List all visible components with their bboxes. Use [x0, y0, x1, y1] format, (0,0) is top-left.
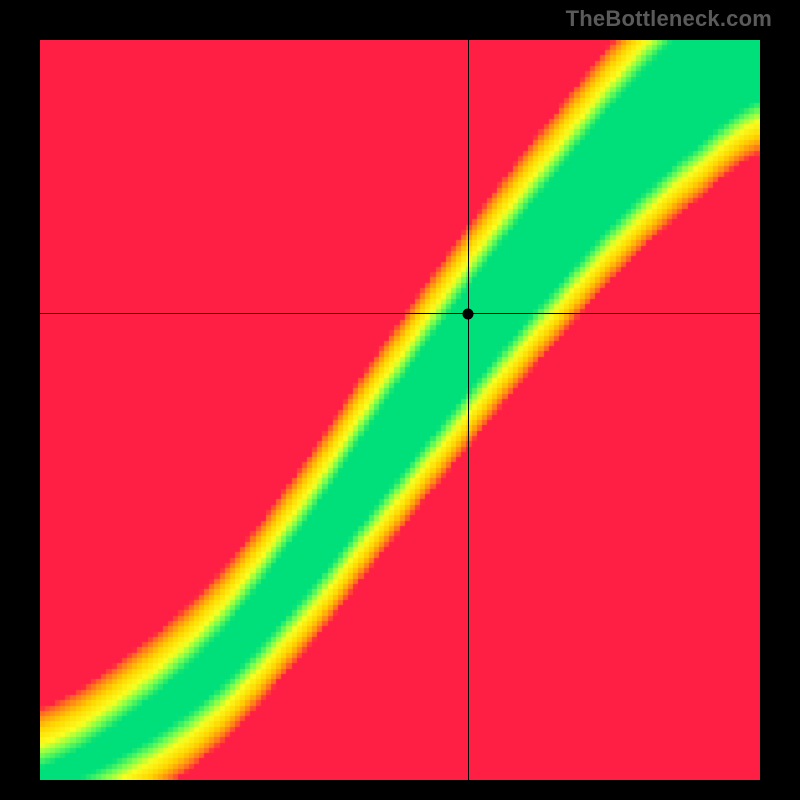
- figure-root: TheBottleneck.com: [0, 0, 800, 800]
- watermark-text: TheBottleneck.com: [566, 6, 772, 32]
- heatmap-plot-area: [40, 40, 760, 780]
- heatmap-canvas: [40, 40, 760, 780]
- crosshair-vertical: [468, 40, 469, 780]
- crosshair-marker-dot: [463, 308, 474, 319]
- crosshair-horizontal: [40, 313, 760, 314]
